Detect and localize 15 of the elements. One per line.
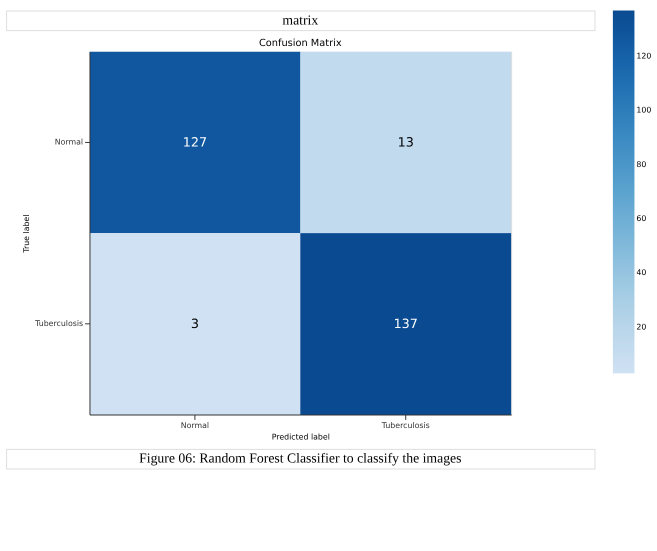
x-axis-title: Predicted label [272, 432, 330, 442]
data-label: 137 [394, 316, 418, 332]
color-bar-label: 120 [636, 52, 652, 61]
color-bar-label: 20 [636, 322, 646, 332]
color-bar-label: 60 [636, 214, 646, 223]
caption: Figure 06: Random Forest Classifier to classify the images [139, 450, 462, 466]
data-label: 3 [190, 316, 199, 332]
color-bar-label: 40 [636, 268, 646, 278]
text: matrix [282, 12, 318, 28]
data-label: 127 [182, 135, 208, 150]
y-axis-title: True label [22, 214, 32, 254]
color-bar-label: 80 [636, 160, 646, 169]
data-label: 13 [398, 135, 414, 150]
color-bar-label: 100 [636, 106, 652, 115]
chart-title: Confusion Matrix [258, 38, 342, 49]
